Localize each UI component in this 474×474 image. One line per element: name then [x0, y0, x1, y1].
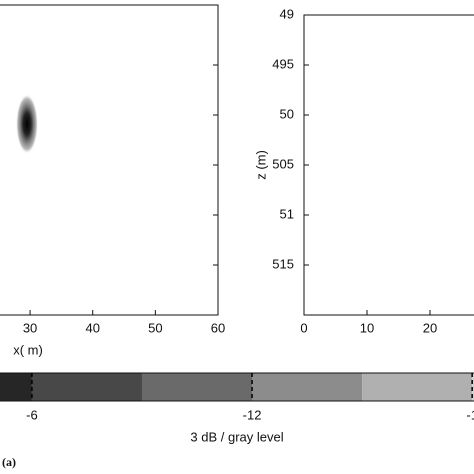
colorbar-segment	[362, 373, 473, 401]
y-tick-label: 505	[272, 156, 294, 171]
y-tick-label: 515	[272, 256, 294, 271]
colorbar-frame	[0, 372, 474, 402]
colorbar-label: 3 dB / gray level	[190, 429, 283, 444]
colorbar-segment	[0, 373, 32, 401]
y-axis-label: z (m)	[253, 150, 268, 180]
x-tick-label: 40	[85, 320, 99, 335]
source-image	[16, 94, 38, 154]
x-tick-label: 50	[148, 320, 162, 335]
x-tick-label: 20	[423, 320, 437, 335]
x-tick-label: 30	[23, 320, 37, 335]
y-tick-label: 51	[280, 206, 294, 221]
x-tick-label: 10	[360, 320, 374, 335]
colorbar-tick-label: -1	[466, 407, 474, 422]
left-panel-frame	[0, 4, 219, 316]
y-tick-label: 495	[272, 56, 294, 71]
x-tick-label: 60	[211, 320, 225, 335]
colorbar-tick-label: -6	[26, 407, 38, 422]
x-axis-label: x( m)	[13, 342, 43, 357]
colorbar-segment	[31, 373, 142, 401]
colorbar-segment	[141, 373, 253, 401]
colorbar-segment	[252, 373, 363, 401]
right-panel-frame	[303, 14, 474, 316]
colorbar-segment	[472, 373, 474, 401]
x-tick-label: 0	[300, 320, 307, 335]
y-tick-label: 49	[280, 6, 294, 21]
y-tick-label: 50	[280, 106, 294, 121]
caption: (a)	[2, 455, 16, 469]
colorbar-tick-label: -12	[243, 407, 262, 422]
